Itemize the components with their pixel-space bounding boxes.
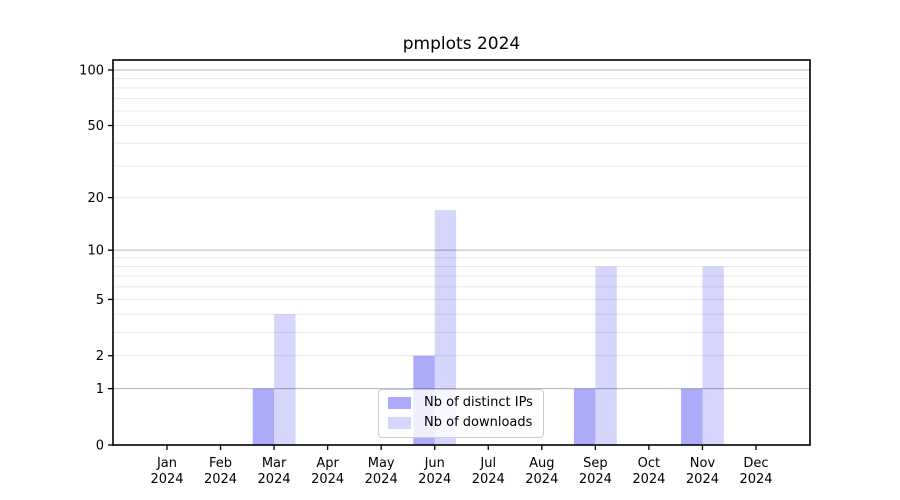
x-tick-label-month: Nov <box>690 456 716 471</box>
x-tick-label-year: 2024 <box>418 472 451 487</box>
y-tick-label: 20 <box>87 191 104 206</box>
x-tick-label-year: 2024 <box>150 472 183 487</box>
legend-label-distinct-ips: Nb of distinct IPs <box>424 395 533 410</box>
x-tick-label-year: 2024 <box>686 472 719 487</box>
x-tick-label-year: 2024 <box>525 472 558 487</box>
legend-swatch-downloads <box>388 417 411 430</box>
x-tick-label-year: 2024 <box>632 472 665 487</box>
x-tick-label-year: 2024 <box>204 472 237 487</box>
axes-spines <box>112 59 811 446</box>
legend: Nb of distinct IPs Nb of downloads <box>378 389 544 438</box>
x-tick-label-year: 2024 <box>365 472 398 487</box>
x-tick-label-month: Apr <box>316 456 339 471</box>
x-tick-label-year: 2024 <box>472 472 505 487</box>
y-tick-label: 100 <box>79 64 104 79</box>
x-tick-label-year: 2024 <box>311 472 344 487</box>
bar-distinct-ips-nov <box>681 388 703 445</box>
bar-distinct-ips-mar <box>252 388 275 445</box>
x-tick-label-month: Aug <box>529 456 554 471</box>
y-tick-label: 10 <box>87 244 104 259</box>
chart-title: pmplots 2024 <box>402 34 521 54</box>
bar-downloads-mar <box>274 314 296 445</box>
y-tick-label: 2 <box>96 349 104 364</box>
y-tick-label: 50 <box>87 119 104 134</box>
bar-downloads-jun <box>434 210 457 445</box>
x-tick-label-month: Mar <box>262 456 287 471</box>
legend-item-downloads: Nb of downloads <box>388 414 533 431</box>
legend-item-distinct-ips: Nb of distinct IPs <box>388 395 533 411</box>
legend-label-downloads: Nb of downloads <box>424 414 533 430</box>
y-tick-label: 5 <box>96 293 104 308</box>
x-tick-label-month: Jun <box>424 456 445 471</box>
x-tick-label-year: 2024 <box>579 472 612 487</box>
x-tick-label-year: 2024 <box>739 472 772 487</box>
x-tick-label-month: Jan <box>156 456 177 471</box>
bar-distinct-ips-sep <box>573 388 596 445</box>
x-tick-label-month: Oct <box>638 456 660 471</box>
x-tick-label-month: Sep <box>583 456 608 471</box>
y-tick-label: 1 <box>96 382 104 397</box>
legend-swatch-distinct-ips <box>388 397 411 410</box>
x-tick-label-month: Dec <box>743 456 768 471</box>
bar-downloads-sep <box>595 266 617 445</box>
x-tick-label-month: Jul <box>479 456 496 471</box>
x-tick-label-month: May <box>368 456 395 471</box>
x-tick-label-month: Feb <box>209 456 232 471</box>
x-tick-label-year: 2024 <box>258 472 291 487</box>
y-tick-label: 0 <box>96 439 104 454</box>
bar-downloads-nov <box>702 266 724 445</box>
